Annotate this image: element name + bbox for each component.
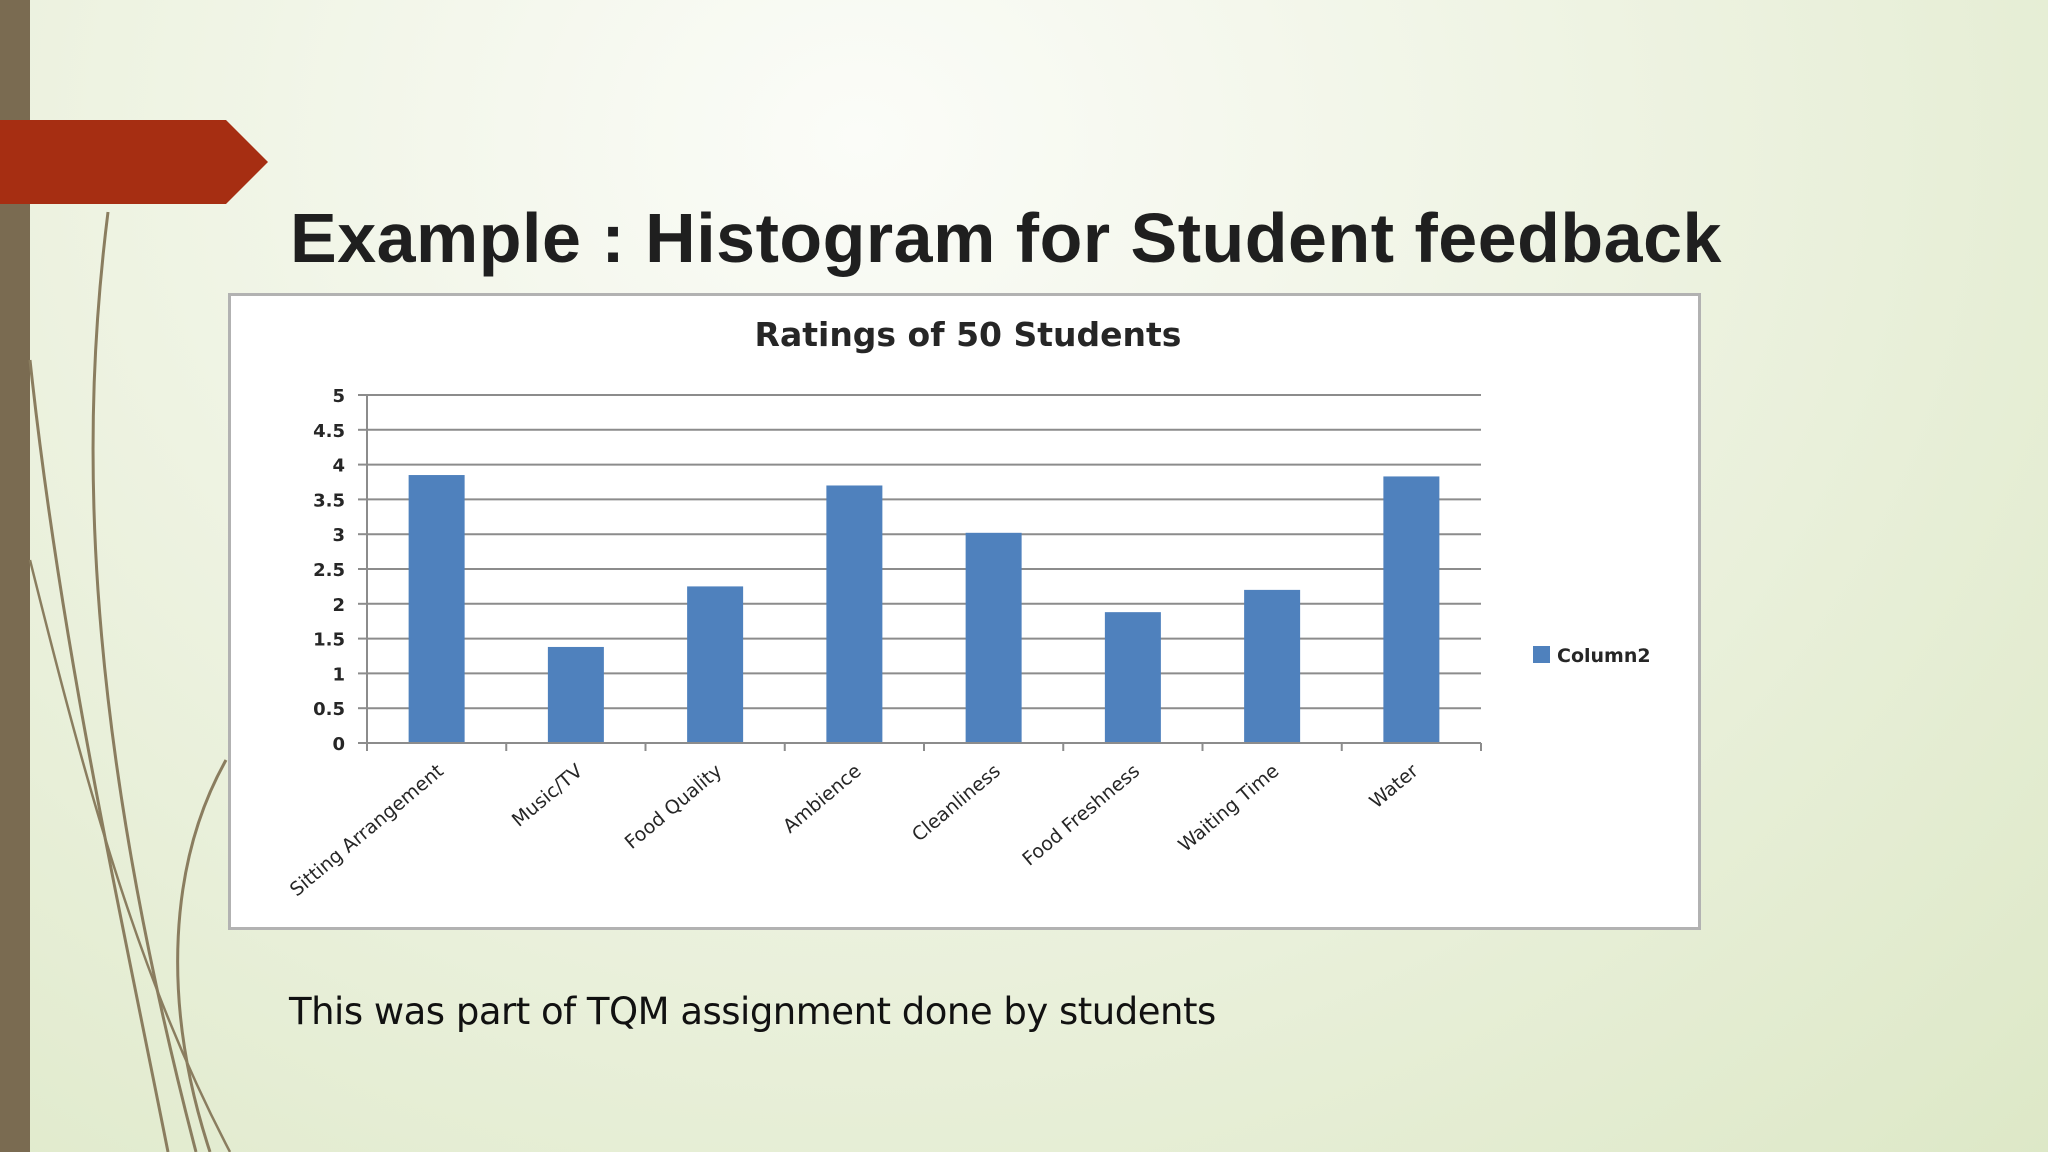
bar (826, 485, 883, 743)
bar (408, 475, 465, 743)
x-category-label: Food Quality (621, 760, 727, 854)
x-category-label: Ambience (779, 760, 866, 838)
bar-chart: Ratings of 50 Students 0 0.5 1 1.5 2 2.5 3 3.5 4… (286, 315, 1651, 901)
x-category-label: Sitting Arrangement (286, 760, 448, 901)
y-tick-label: 0 (332, 734, 345, 755)
legend-swatch (1533, 646, 1550, 663)
bar (547, 646, 604, 743)
bar (965, 532, 1022, 743)
x-category-label: Water (1365, 760, 1422, 813)
chart-frame: Ratings of 50 Students 0 0.5 1 1.5 2 2.5 3 3.5 4… (228, 293, 1701, 930)
y-tick-label: 3 (332, 525, 345, 546)
x-category-label: Music/TV (508, 760, 587, 832)
x-category-label: Cleanliness (908, 760, 1005, 846)
y-tick-label: 2.5 (313, 560, 345, 581)
y-tick-label: 4 (332, 456, 345, 477)
legend-label: Column2 (1557, 645, 1651, 667)
x-category-label: Waiting Time (1174, 760, 1283, 856)
slide-caption: This was part of TQM assignment done by … (289, 990, 1216, 1033)
y-tick-label: 0.5 (313, 699, 345, 720)
y-tick-label: 3.5 (313, 490, 345, 511)
bar (1383, 476, 1440, 743)
slide-title: Example : Histogram for Student feedback (290, 199, 1722, 277)
chart-title: Ratings of 50 Students (755, 315, 1182, 354)
y-tick-label: 4.5 (313, 421, 345, 442)
decorative-curves (28, 211, 232, 1152)
y-tick-label: 1.5 (313, 630, 345, 651)
y-tick-label: 1 (332, 664, 345, 685)
y-tick-label: 5 (332, 386, 345, 407)
x-category-label: Food Freshness (1018, 760, 1144, 871)
bar (1104, 612, 1161, 743)
title-accent-tag (0, 120, 268, 204)
bar (687, 586, 744, 743)
bar (1244, 589, 1301, 743)
y-tick-label: 2 (332, 595, 345, 616)
